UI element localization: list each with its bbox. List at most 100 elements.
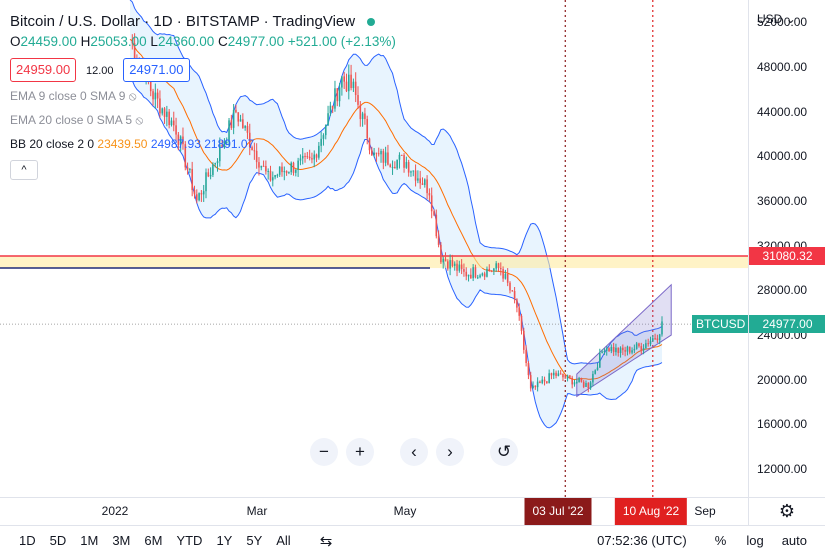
candle-body: [338, 87, 341, 102]
timeframe-ytd[interactable]: YTD: [176, 533, 203, 548]
zoom-in-button[interactable]: +: [346, 438, 374, 466]
candle-body: [444, 258, 447, 262]
candle-body: [156, 92, 159, 99]
candle-body: [184, 144, 187, 168]
candle-body: [525, 349, 527, 364]
candle-body: [543, 379, 546, 382]
candle-body: [610, 347, 613, 352]
chart-title: Bitcoin / U.S. Dollar · 1D · BITSTAMP · …: [10, 12, 396, 32]
candle-body: [571, 377, 573, 385]
timeframe-1m[interactable]: 1M: [80, 533, 99, 548]
scroll-left-button[interactable]: ‹: [400, 438, 428, 466]
timeframe-5d[interactable]: 5D: [49, 533, 67, 548]
candle-body: [159, 98, 161, 114]
candle-body: [523, 330, 525, 350]
candle-body: [288, 172, 290, 174]
candle-body: [449, 260, 451, 269]
candle-body: [163, 108, 166, 117]
candle-body: [251, 147, 253, 151]
candle-body: [315, 154, 318, 158]
price-tick: 52000.00: [757, 15, 808, 30]
candle-body: [166, 111, 168, 117]
candle-body: [364, 113, 366, 120]
candle-body: [244, 125, 246, 128]
timeframe-6m[interactable]: 6M: [144, 533, 163, 548]
buy-price-button[interactable]: 24971.00: [123, 58, 190, 82]
timeframe-3m[interactable]: 3M: [112, 533, 131, 548]
chart-area[interactable]: Bitcoin / U.S. Dollar · 1D · BITSTAMP · …: [0, 0, 748, 497]
candle-body: [193, 190, 196, 195]
high-value: 25053.00: [90, 34, 147, 49]
open-value: 24459.00: [20, 34, 77, 49]
candle-body: [295, 169, 297, 173]
candle-body: [645, 343, 647, 349]
indicator-ema9[interactable]: EMA 9 close 0 SMA 9 ⦸: [10, 86, 396, 106]
zoom-out-button[interactable]: −: [310, 438, 338, 466]
candle-body: [223, 142, 226, 148]
timeframe-1y[interactable]: 1Y: [216, 533, 233, 548]
candle-body: [474, 267, 477, 278]
close-value: 24977.00: [227, 34, 285, 49]
candle-body: [599, 352, 601, 368]
candle-body: [198, 193, 200, 201]
auto-toggle[interactable]: auto: [781, 533, 807, 548]
candle-body: [559, 373, 562, 375]
candle-body: [417, 178, 419, 181]
candle-body: [435, 214, 438, 237]
candle-body: [313, 154, 316, 160]
price-axis[interactable]: USD ⌄ 52000.00 48000.00 44000.00 40000.00 36…: [748, 0, 825, 497]
candle-body: [456, 263, 458, 271]
candle-body: [306, 156, 309, 158]
candle-body: [518, 307, 521, 316]
candle-body: [228, 120, 230, 142]
candle-body: [569, 375, 571, 378]
log-toggle[interactable]: log: [746, 533, 764, 548]
candle-body: [451, 260, 454, 266]
candle-body: [419, 178, 421, 184]
candle-body: [624, 350, 626, 352]
candle-body: [177, 134, 180, 145]
high-label: H: [80, 34, 91, 49]
candle-body: [622, 347, 624, 351]
date-range-icon[interactable]: ⇆: [319, 532, 333, 550]
currency-selector[interactable]: USD ⌄: [757, 12, 796, 26]
price-tick: 40000.00: [757, 149, 808, 164]
indicator-ema20[interactable]: EMA 20 close 0 SMA 5 ⦸: [10, 110, 396, 130]
eye-off-icon[interactable]: ⦸: [128, 89, 137, 103]
candle-body: [453, 263, 456, 266]
sell-price-button[interactable]: 24959.00: [10, 58, 77, 82]
timeframe-5y[interactable]: 5Y: [246, 533, 263, 548]
candle-body: [555, 372, 557, 376]
candle-body: [297, 160, 299, 170]
candle-body: [490, 270, 493, 272]
timeframe-1d[interactable]: 1D: [19, 533, 36, 548]
reset-chart-button[interactable]: ↺: [490, 438, 518, 466]
collapse-legend-button[interactable]: ^: [10, 160, 38, 180]
percent-toggle[interactable]: %: [714, 533, 727, 548]
timeframe-all[interactable]: All: [276, 533, 291, 548]
candle-body: [205, 172, 207, 192]
candle-body: [262, 165, 265, 167]
candle-body: [242, 119, 244, 128]
eye-off-icon[interactable]: ⦸: [135, 113, 144, 127]
candle-body: [384, 152, 387, 163]
candle-body: [186, 167, 189, 170]
candle-body: [423, 179, 426, 185]
candle-body: [400, 154, 403, 156]
chart-settings-button[interactable]: ⚙: [748, 497, 825, 525]
candle-body: [345, 81, 348, 92]
candle-body: [354, 81, 357, 96]
candle-body: [394, 166, 396, 169]
candle-body: [221, 144, 223, 148]
candle-body: [265, 165, 267, 172]
scroll-right-button[interactable]: ›: [436, 438, 464, 466]
indicator-bb[interactable]: BB 20 close 2 0 23439.50 24987.93 21891.…: [10, 134, 396, 154]
price-chart[interactable]: [0, 0, 748, 497]
indicator-ema20-label: EMA 20 close 0 SMA 5: [10, 113, 133, 127]
candle-body: [202, 191, 205, 195]
clock-time[interactable]: 07:52:36 (UTC): [597, 533, 687, 548]
candle-body: [488, 268, 491, 271]
candle-body: [552, 372, 555, 376]
candle-body: [580, 378, 583, 382]
time-axis[interactable]: 2022 Mar May 03 Jul '22 10 Aug '22 Sep: [0, 497, 748, 525]
